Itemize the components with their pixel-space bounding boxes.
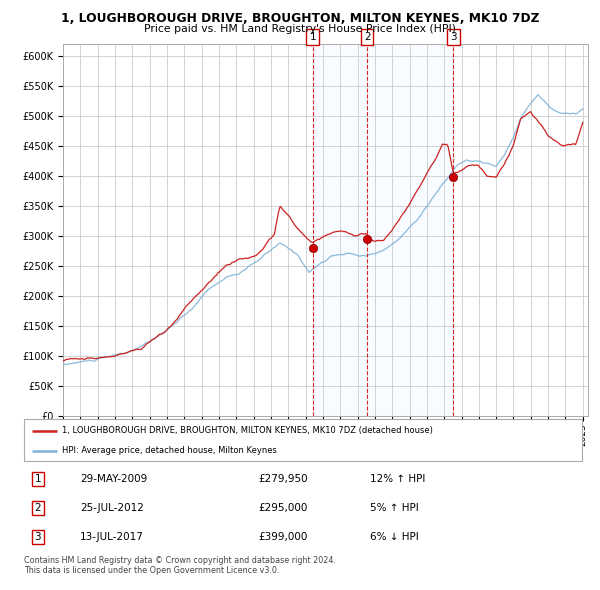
Text: 6% ↓ HPI: 6% ↓ HPI — [370, 532, 419, 542]
Text: 12% ↑ HPI: 12% ↑ HPI — [370, 474, 425, 484]
Text: This data is licensed under the Open Government Licence v3.0.: This data is licensed under the Open Gov… — [24, 566, 280, 575]
Text: Contains HM Land Registry data © Crown copyright and database right 2024.: Contains HM Land Registry data © Crown c… — [24, 556, 336, 565]
Text: £295,000: £295,000 — [259, 503, 308, 513]
Text: £399,000: £399,000 — [259, 532, 308, 542]
Text: £279,950: £279,950 — [259, 474, 308, 484]
Text: 13-JUL-2017: 13-JUL-2017 — [80, 532, 143, 542]
Text: 3: 3 — [450, 32, 457, 42]
Text: 5% ↑ HPI: 5% ↑ HPI — [370, 503, 419, 513]
Text: 2: 2 — [35, 503, 41, 513]
Text: 29-MAY-2009: 29-MAY-2009 — [80, 474, 147, 484]
Text: HPI: Average price, detached house, Milton Keynes: HPI: Average price, detached house, Milt… — [62, 446, 277, 455]
Text: 25-JUL-2012: 25-JUL-2012 — [80, 503, 143, 513]
Text: 1, LOUGHBOROUGH DRIVE, BROUGHTON, MILTON KEYNES, MK10 7DZ: 1, LOUGHBOROUGH DRIVE, BROUGHTON, MILTON… — [61, 12, 539, 25]
Text: 3: 3 — [35, 532, 41, 542]
Text: 1: 1 — [35, 474, 41, 484]
Text: 1: 1 — [310, 32, 316, 42]
Text: 1, LOUGHBOROUGH DRIVE, BROUGHTON, MILTON KEYNES, MK10 7DZ (detached house): 1, LOUGHBOROUGH DRIVE, BROUGHTON, MILTON… — [62, 427, 433, 435]
Text: 2: 2 — [364, 32, 371, 42]
Text: Price paid vs. HM Land Registry's House Price Index (HPI): Price paid vs. HM Land Registry's House … — [144, 24, 456, 34]
Bar — [313, 44, 454, 416]
